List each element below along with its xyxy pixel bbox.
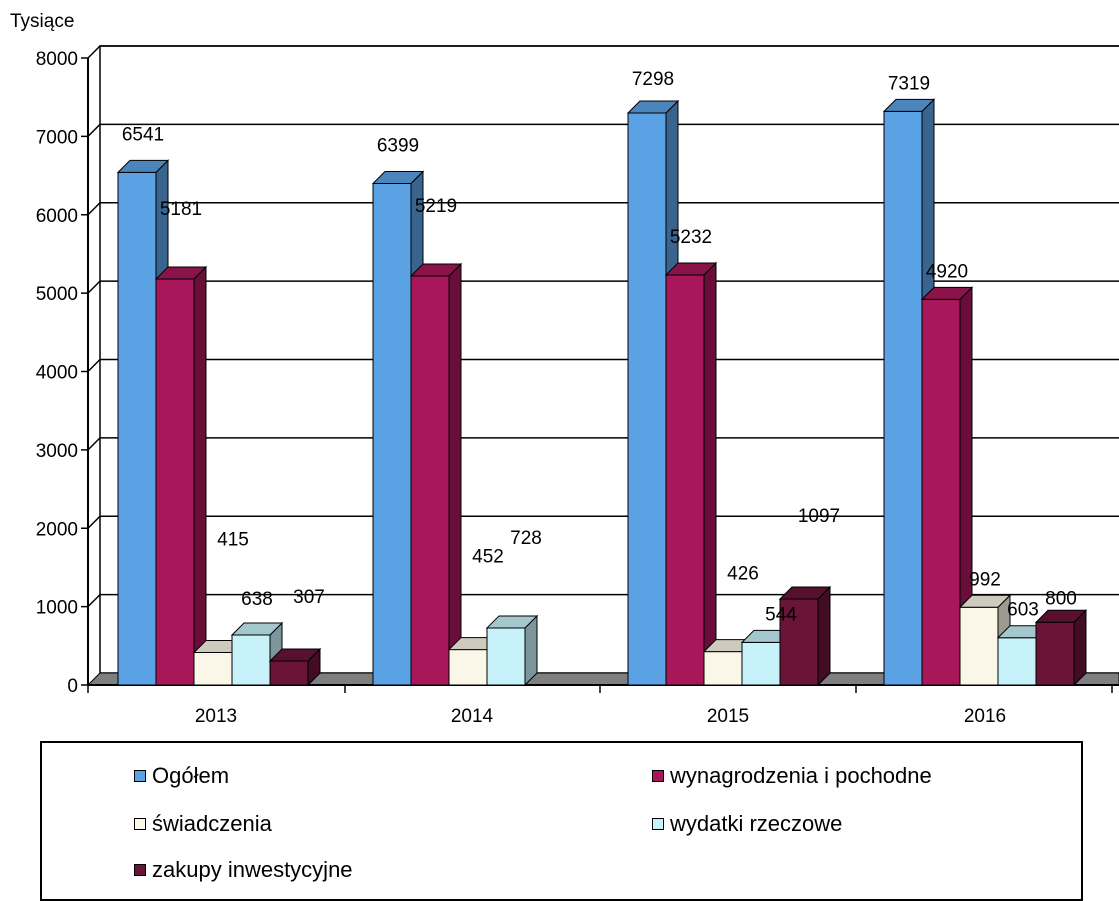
bar-chart: Tysiące 0 1000 2000 3000 4000 5000 6000 7000 800… <box>0 0 1119 740</box>
legend-item-zakupy-inwestycyjne: zakupy inwestycyjne <box>134 857 353 883</box>
legend-swatch-swiadczenia <box>134 818 146 830</box>
data-label: 728 <box>510 528 542 549</box>
data-label: 452 <box>472 547 504 568</box>
y-tick-label: 1000 <box>36 598 78 619</box>
legend-swatch-ogolem <box>134 770 146 782</box>
bar-2016-s4 <box>1036 622 1074 685</box>
data-label: 544 <box>765 604 797 625</box>
data-label: 426 <box>727 564 759 585</box>
data-label: 307 <box>293 587 325 608</box>
legend-label-wydatki-rzeczowe: wydatki rzeczowe <box>670 811 842 837</box>
bar-2013-s2 <box>194 652 232 685</box>
bar-2013-s3 <box>232 635 270 685</box>
bar-2014-s2 <box>449 650 487 685</box>
bar-2014-s0 <box>373 183 411 685</box>
data-label: 6399 <box>377 135 419 156</box>
grid-connector <box>88 281 100 293</box>
bar-2014-s3 <box>487 628 525 685</box>
bar-side <box>704 263 716 685</box>
grid-connector <box>88 516 100 528</box>
data-label: 992 <box>969 569 1001 590</box>
x-tick-label: 2014 <box>451 706 494 727</box>
bar-2016-s3 <box>998 638 1036 685</box>
y-tick-label: 3000 <box>36 441 78 462</box>
y-tick-label: 2000 <box>36 519 78 540</box>
bar-side <box>818 587 830 685</box>
bar-2015-s2 <box>704 652 742 685</box>
x-tick-label: 2016 <box>964 706 1006 727</box>
bar-2016-s2 <box>960 607 998 685</box>
legend-label-wynagrodzenia: wynagrodzenia i pochodne <box>670 763 932 789</box>
y-tick-label: 4000 <box>36 363 78 384</box>
legend-label-swiadczenia: świadczenia <box>152 811 272 837</box>
data-label: 7319 <box>888 73 930 94</box>
y-tick-label: 7000 <box>36 127 78 148</box>
legend-item-ogolem: Ogółem <box>134 763 229 789</box>
bar-2013-s0 <box>118 172 156 685</box>
grid-connector <box>88 595 100 607</box>
y-tick-label: 0 <box>67 676 78 697</box>
grid-connector <box>88 46 100 58</box>
legend-swatch-zakupy-inwestycyjne <box>134 864 146 876</box>
data-label: 4920 <box>926 261 968 282</box>
x-tick-label: 2015 <box>707 706 749 727</box>
bar-side <box>194 267 206 685</box>
y-tick-label: 5000 <box>36 284 78 305</box>
legend-label-ogolem: Ogółem <box>152 763 229 789</box>
bar-2015-s3 <box>742 642 780 685</box>
bar-2013-s4 <box>270 661 308 685</box>
data-label: 5219 <box>415 196 457 217</box>
legend-item-wydatki-rzeczowe: wydatki rzeczowe <box>652 811 842 837</box>
legend-label-zakupy-inwestycyjne: zakupy inwestycyjne <box>152 857 353 883</box>
legend-swatch-wynagrodzenia <box>652 770 664 782</box>
bar-2015-s1 <box>666 275 704 685</box>
bar-side <box>449 264 461 685</box>
data-label: 415 <box>217 529 249 550</box>
data-label: 800 <box>1045 588 1077 609</box>
data-label: 638 <box>241 589 273 610</box>
bar-2016-s0 <box>884 111 922 685</box>
grid-connector <box>88 360 100 372</box>
x-tick-label: 2013 <box>195 706 237 727</box>
data-label: 7298 <box>632 69 674 90</box>
data-label: 5232 <box>670 227 712 248</box>
legend-item-wynagrodzenia: wynagrodzenia i pochodne <box>652 763 932 789</box>
bar-2014-s1 <box>411 276 449 685</box>
grid-connector <box>88 438 100 450</box>
grid-connector <box>88 203 100 215</box>
legend-item-swiadczenia: świadczenia <box>134 811 272 837</box>
data-label: 603 <box>1007 600 1039 621</box>
legend-swatch-wydatki-rzeczowe <box>652 818 664 830</box>
y-tick-label: 6000 <box>36 206 78 227</box>
y-axis-title: Tysiące <box>10 11 74 32</box>
bar-2016-s1 <box>922 299 960 685</box>
y-tick-label: 8000 <box>36 49 78 70</box>
data-label: 6541 <box>122 124 164 145</box>
data-label: 1097 <box>798 506 840 527</box>
data-label: 5181 <box>160 199 202 220</box>
bar-side <box>1074 610 1086 685</box>
legend: Ogółem wynagrodzenia i pochodne świadcze… <box>40 741 1083 901</box>
bar-2013-s1 <box>156 279 194 685</box>
grid-connector <box>88 124 100 136</box>
bar-2015-s0 <box>628 113 666 685</box>
